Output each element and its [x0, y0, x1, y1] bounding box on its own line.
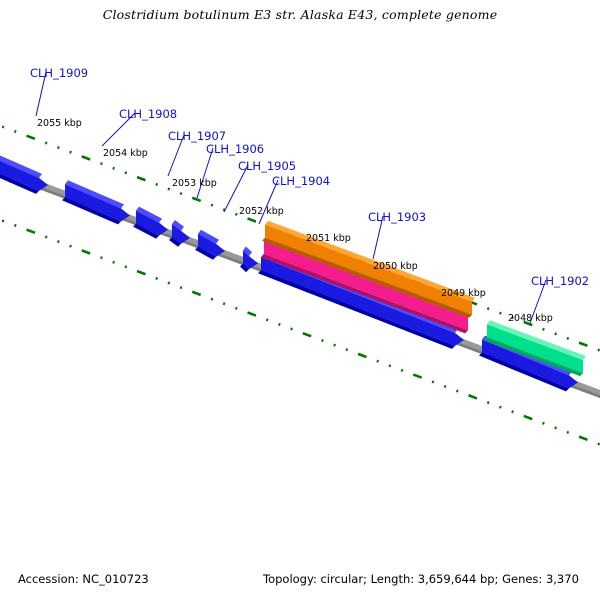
- gene-bar-top-face: [65, 180, 124, 209]
- gene-bars-group: [0, 151, 586, 392]
- leader-line-1: [101, 112, 136, 147]
- gene-bar-CLH_1902_teal[interactable]: [484, 320, 586, 377]
- gene-bar-CLH_1906[interactable]: [169, 220, 190, 247]
- gene-bar-CLH_1907[interactable]: [133, 206, 168, 239]
- gene-label-clh_1908[interactable]: CLH_1908: [119, 107, 178, 121]
- gene-bar-bottom-edge: [479, 352, 569, 392]
- gene-bar-bottom-edge: [195, 246, 216, 260]
- tick-label-2054: 2054 kbp: [103, 148, 148, 159]
- page-title: Clostridium botulinum E3 str. Alaska E43…: [102, 7, 498, 22]
- gene-bar-front-face: [172, 224, 190, 244]
- gene-bar-bottom-edge: [0, 173, 39, 194]
- gene-bar-top-face: [198, 229, 219, 244]
- gene-bar-top-face: [136, 206, 162, 223]
- accession-text: Accession: NC_010723: [18, 572, 149, 586]
- gene-bar-top-face: [243, 246, 252, 257]
- gene-label-clh_1902[interactable]: CLH_1902: [531, 274, 590, 288]
- gene-bar-bottom-edge: [133, 223, 159, 239]
- leader-line-2: [167, 134, 185, 177]
- tick-label-2053: 2053 kbp: [172, 178, 217, 189]
- tick-label-2055: 2055 kbp: [37, 118, 82, 129]
- genome-stats-text: Topology: circular; Length: 3,659,644 bp…: [263, 572, 579, 586]
- gene-bar-top-face: [172, 220, 184, 231]
- gene-bar-top-face: [487, 320, 586, 361]
- leader-line-4: [223, 164, 249, 213]
- tick-label-2052: 2052 kbp: [239, 206, 284, 217]
- gene-bar-bottom-edge: [258, 270, 455, 349]
- label-leader-lines: [35, 71, 547, 324]
- gene-bar-front-face: [265, 224, 472, 315]
- gene-bar-CLH_1909[interactable]: [0, 151, 48, 194]
- gene-label-clh_1903[interactable]: CLH_1903: [368, 210, 427, 224]
- gene-bar-front-face: [482, 339, 578, 389]
- gene-bar-front-face: [487, 324, 583, 374]
- gene-bar-CLH_1903_orange[interactable]: [262, 220, 475, 318]
- gene-bar-bottom-edge: [261, 254, 468, 334]
- tick-label-2048: 2048 kbp: [508, 313, 553, 324]
- gene-label-clh_1909[interactable]: CLH_1909: [30, 66, 89, 80]
- tick-label-2051: 2051 kbp: [306, 233, 351, 244]
- gene-bar-bottom-edge: [262, 237, 472, 318]
- gene-bar-front-face: [243, 250, 258, 270]
- gene-label-clh_1905[interactable]: CLH_1905: [238, 159, 297, 173]
- tick-label-2050: 2050 kbp: [373, 261, 418, 272]
- gene-bar-bottom-edge: [484, 337, 583, 377]
- gene-bar-bottom-edge: [169, 237, 181, 247]
- gene-bar-CLH_1904[interactable]: [240, 246, 258, 273]
- gene-bar-front-face: [0, 160, 48, 191]
- gene-bar-front-face: [198, 233, 225, 257]
- gene-bar-CLH_1908[interactable]: [62, 180, 130, 225]
- gene-bar-front-face: [264, 241, 468, 331]
- tick-label-2049: 2049 kbp: [441, 288, 486, 299]
- leader-line-5: [258, 179, 279, 225]
- gene-label-clh_1906[interactable]: CLH_1906: [206, 142, 265, 156]
- gene-bar-bottom-edge: [240, 263, 249, 273]
- leader-line-7: [529, 279, 547, 324]
- gene-bar-front-face: [261, 257, 464, 346]
- gene-bar-CLH_1905[interactable]: [195, 229, 225, 260]
- gene-label-clh_1904[interactable]: CLH_1904: [272, 174, 331, 188]
- gene-bar-bottom-edge: [62, 197, 121, 225]
- gene-bar-top-face: [0, 155, 42, 178]
- leader-line-0: [35, 71, 47, 117]
- gene-bar-top-face: [265, 220, 475, 302]
- gene-bar-front-face: [65, 184, 130, 222]
- gene-bar-front-face: [136, 210, 168, 236]
- leader-line-3: [196, 147, 214, 199]
- leader-line-6: [372, 215, 384, 260]
- gene-label-clh_1907[interactable]: CLH_1907: [168, 129, 227, 143]
